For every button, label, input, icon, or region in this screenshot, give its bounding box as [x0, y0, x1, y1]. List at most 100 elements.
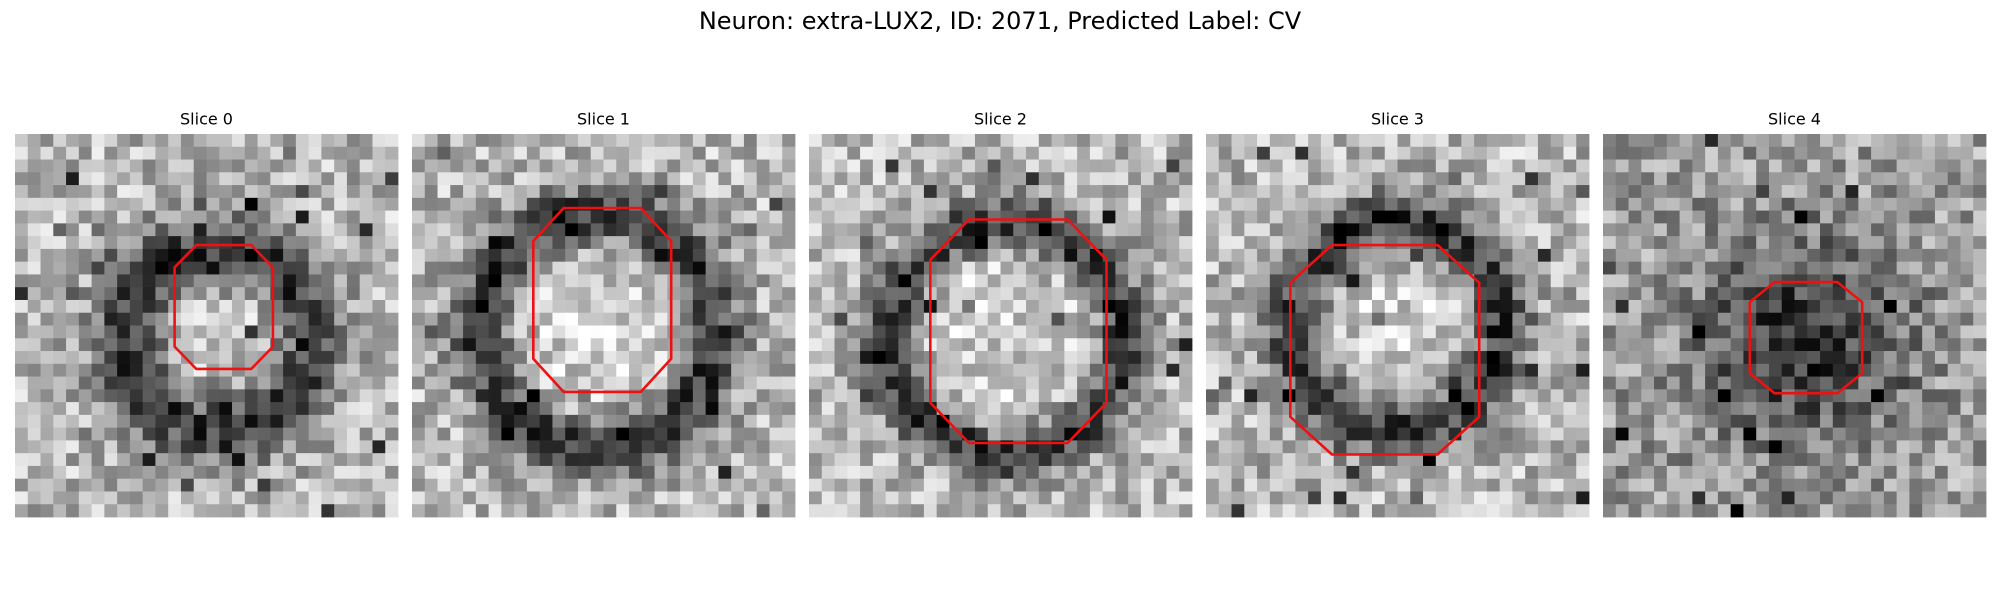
- pixel: [539, 376, 553, 390]
- pixel: [53, 504, 67, 518]
- pixel: [1038, 312, 1052, 326]
- pixel: [1461, 478, 1475, 492]
- pixel: [885, 491, 899, 505]
- pixel: [565, 338, 579, 352]
- pixel: [359, 159, 373, 173]
- pixel: [91, 248, 105, 263]
- pixel: [1359, 389, 1373, 403]
- pixel: [1845, 146, 1859, 160]
- pixel: [1666, 338, 1680, 352]
- pixel: [257, 299, 271, 314]
- pixel: [987, 134, 1001, 148]
- pixel: [1371, 440, 1386, 454]
- pixel: [1832, 299, 1846, 314]
- pixel: [552, 504, 566, 518]
- pixel: [1960, 453, 1974, 467]
- pixel: [949, 146, 963, 160]
- pixel: [232, 478, 246, 492]
- pixel: [718, 427, 732, 441]
- pixel: [821, 287, 835, 301]
- pixel: [1947, 389, 1961, 403]
- pixel: [743, 223, 758, 237]
- pixel: [219, 299, 233, 314]
- pixel: [232, 504, 246, 518]
- pixel: [1486, 465, 1501, 480]
- pixel: [1781, 414, 1795, 429]
- pixel: [782, 351, 796, 365]
- pixel: [1000, 197, 1014, 211]
- pixel: [1563, 504, 1577, 518]
- pixel: [1448, 287, 1462, 301]
- pixel: [718, 414, 732, 429]
- pixel: [40, 274, 54, 288]
- pixel: [168, 491, 182, 505]
- pixel: [321, 197, 335, 211]
- pixel: [756, 504, 770, 518]
- pixel: [1883, 465, 1898, 480]
- pixel: [1474, 274, 1488, 288]
- pixel: [1781, 389, 1795, 403]
- pixel: [232, 389, 246, 403]
- pixel: [1909, 389, 1923, 403]
- pixel: [1858, 440, 1872, 454]
- pixel: [1218, 440, 1232, 454]
- pixel: [206, 351, 220, 365]
- pixel: [936, 185, 950, 199]
- pixel: [1794, 376, 1808, 390]
- pixel: [629, 134, 643, 148]
- pixel: [629, 248, 643, 263]
- pixel: [1628, 491, 1642, 505]
- pixel: [1038, 453, 1052, 467]
- pixel: [590, 185, 604, 199]
- pixel: [705, 223, 719, 237]
- pixel: [1512, 427, 1526, 441]
- pixel: [629, 504, 643, 518]
- pixel: [539, 402, 553, 416]
- pixel: [834, 351, 848, 365]
- pixel: [1922, 223, 1936, 237]
- pixel: [1896, 134, 1910, 148]
- pixel: [359, 402, 373, 416]
- pixel: [1628, 248, 1642, 263]
- pixel: [1641, 172, 1655, 186]
- pixel: [1883, 414, 1898, 429]
- pixel: [526, 504, 541, 518]
- pixel: [616, 287, 630, 301]
- pixel: [1397, 453, 1411, 467]
- pixel: [1269, 325, 1283, 339]
- pixel: [680, 504, 694, 518]
- pixel: [1871, 427, 1885, 441]
- pixel: [1128, 376, 1142, 390]
- pixel: [847, 146, 861, 160]
- pixel: [91, 287, 105, 301]
- pixel: [1705, 389, 1719, 403]
- pixel: [1628, 465, 1642, 480]
- pixel: [270, 504, 284, 518]
- pixel: [1973, 299, 1987, 314]
- pixel: [1550, 465, 1564, 480]
- pixel: [1423, 146, 1437, 160]
- pixel: [15, 325, 29, 339]
- pixel: [1102, 351, 1116, 365]
- pixel: [1654, 338, 1668, 352]
- pixel: [1499, 338, 1513, 352]
- pixel: [1384, 236, 1398, 250]
- pixel: [1537, 440, 1552, 454]
- pixel: [1435, 159, 1449, 173]
- pixel: [539, 389, 553, 403]
- pixel: [424, 351, 438, 365]
- pixel: [834, 185, 848, 199]
- pixel: [372, 389, 386, 403]
- pixel: [526, 146, 541, 160]
- pixel: [1410, 159, 1424, 173]
- pixel: [1423, 453, 1437, 467]
- pixel: [1973, 427, 1987, 441]
- pixel: [769, 465, 783, 480]
- pixel: [514, 402, 528, 416]
- pixel: [1013, 287, 1027, 301]
- pixel: [756, 210, 770, 224]
- pixel: [1563, 299, 1577, 314]
- pixel: [1832, 427, 1846, 441]
- pixel: [1474, 363, 1488, 377]
- pixel: [1563, 465, 1577, 480]
